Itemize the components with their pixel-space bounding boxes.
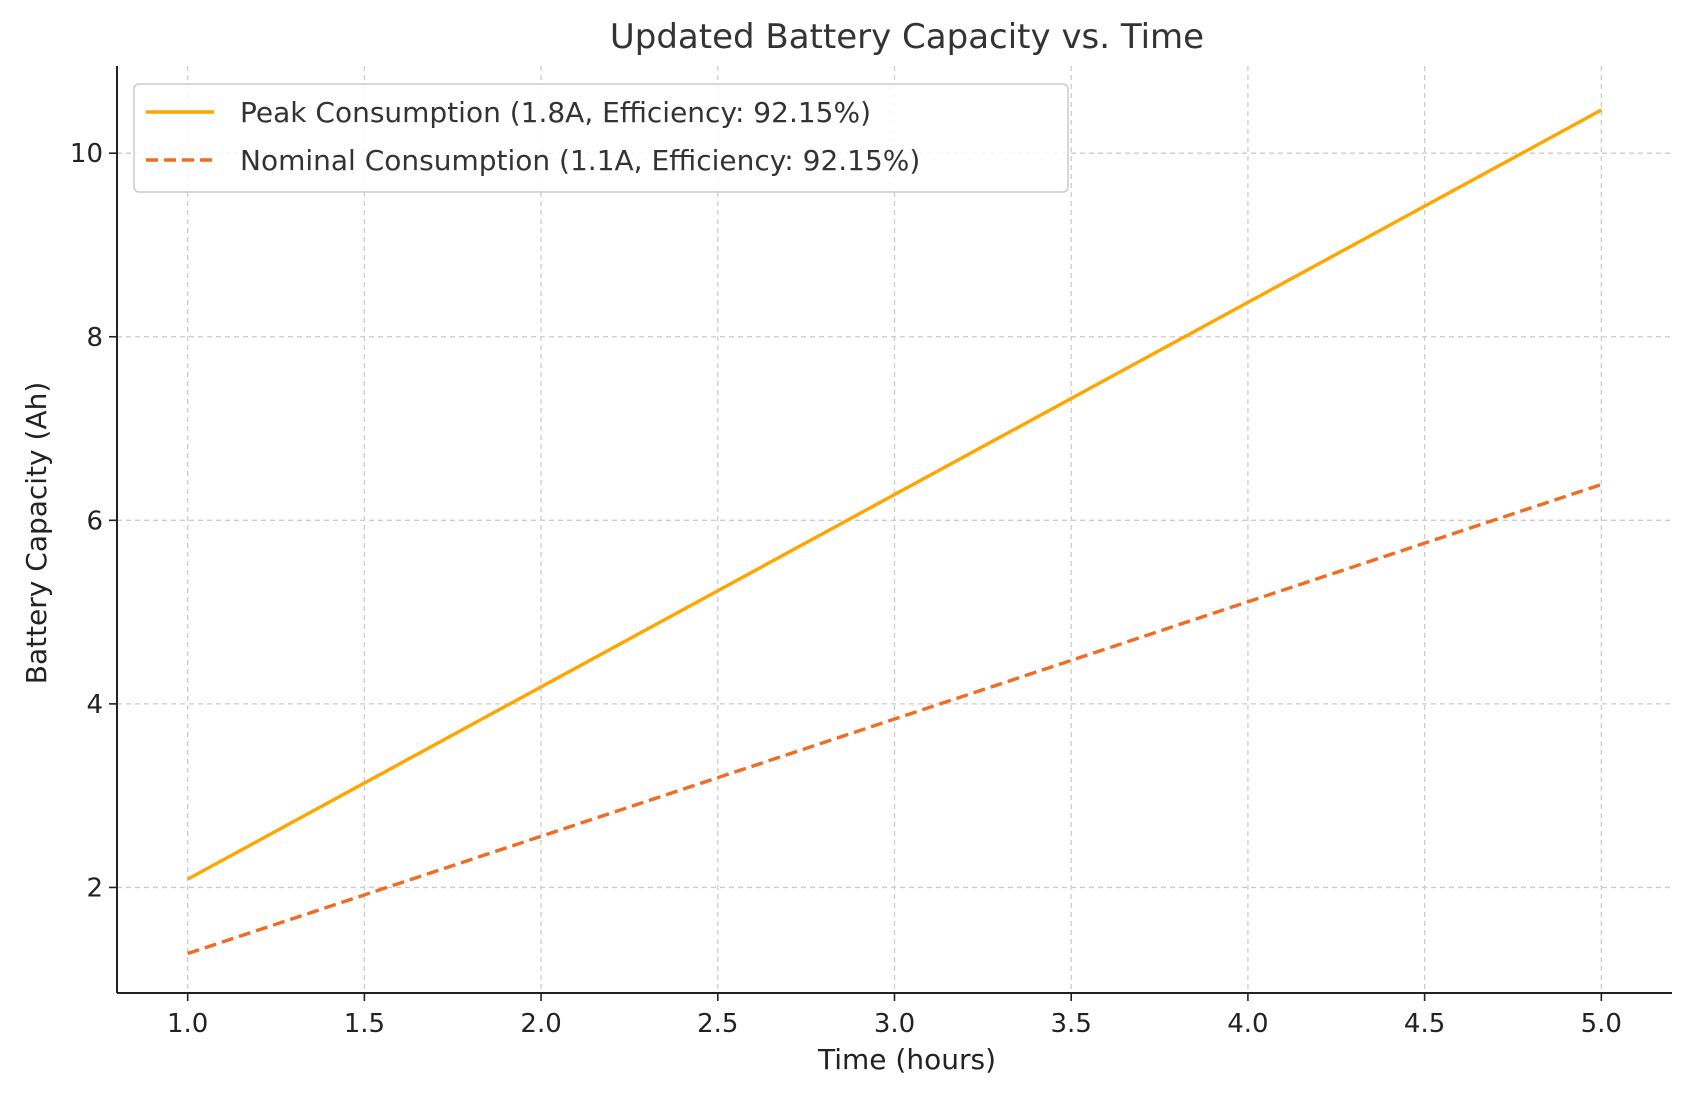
y-tick-label: 6 (86, 506, 103, 536)
y-axis-label: Battery Capacity (Ah) (20, 382, 53, 685)
x-tick-label: 2.5 (697, 1009, 738, 1039)
y-tick-label: 4 (86, 690, 103, 720)
series-group (186, 108, 1603, 956)
x-tick-label: 1.0 (167, 1009, 208, 1039)
legend-label-1: Peak Consumption (1.8A, Efficiency: 92.1… (240, 96, 871, 129)
x-tick-label: 1.5 (344, 1009, 385, 1039)
x-axis-label: Time (hours) (817, 1043, 996, 1076)
x-tick-label: 2.0 (520, 1009, 561, 1039)
series-line-1 (186, 108, 1603, 881)
series-line-2 (187, 482, 1602, 956)
x-tick-label: 4.0 (1227, 1009, 1268, 1039)
legend: Peak Consumption (1.8A, Efficiency: 92.1… (133, 83, 1069, 193)
y-tick-label: 8 (86, 323, 103, 353)
x-tick-label: 5.0 (1581, 1009, 1622, 1039)
y-tick-label: 2 (86, 873, 103, 903)
legend-label-2: Nominal Consumption (1.1A, Efficiency: 9… (240, 144, 920, 177)
y-tick-label: 10 (70, 139, 103, 169)
y-axis-ticks: 2 4 6 8 10 (70, 139, 117, 903)
x-tick-label: 3.0 (874, 1009, 915, 1039)
x-tick-label: 4.5 (1404, 1009, 1445, 1039)
chart-title: Updated Battery Capacity vs. Time (610, 17, 1204, 57)
grid (117, 66, 1672, 993)
legend-box (133, 83, 1069, 193)
x-tick-label: 3.5 (1051, 1009, 1092, 1039)
x-axis-ticks: 1.0 1.5 2.0 2.5 3.0 3.5 4.0 4.5 5.0 (167, 993, 1622, 1039)
